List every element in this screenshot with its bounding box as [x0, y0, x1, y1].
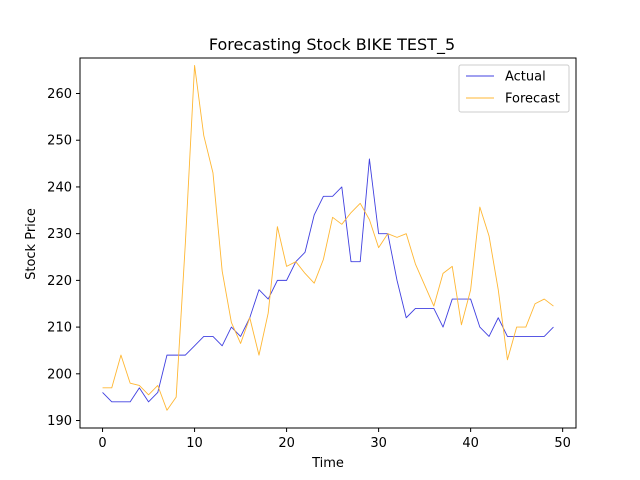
legend-label-actual: Actual	[505, 70, 546, 85]
series-layer	[102, 65, 554, 411]
y-axis-ticks: 190 200 210 220 230 240 250 260	[47, 87, 80, 429]
plot-area	[79, 57, 577, 429]
legend-box	[458, 64, 570, 113]
legend-label-forecast: Forecast	[505, 92, 560, 107]
y-tick-label: 230	[47, 227, 72, 242]
y-tick-label: 220	[47, 274, 72, 289]
x-tick-label: 0	[98, 436, 106, 451]
y-tick-label: 210	[47, 321, 72, 336]
y-tick-label: 250	[47, 134, 72, 149]
x-tick-label: 30	[370, 436, 387, 451]
x-tick-label: 40	[462, 436, 479, 451]
x-tick-label: 20	[278, 436, 295, 451]
x-tick-label: 50	[554, 436, 571, 451]
y-tick-label: 200	[47, 367, 72, 382]
y-tick-label: 190	[47, 414, 72, 429]
chart-title: Forecasting Stock BIKE TEST_5	[209, 35, 455, 55]
x-axis-ticks: 0 10 20 30 40 50	[98, 428, 571, 451]
x-tick-label: 10	[186, 436, 203, 451]
y-tick-label: 260	[47, 87, 72, 102]
series-line-forecast	[102, 65, 554, 411]
plot-frame	[79, 57, 577, 429]
y-axis-label: Stock Price	[24, 208, 39, 280]
x-axis-label: Time	[311, 456, 344, 471]
legend: Actual Forecast	[458, 64, 570, 113]
series-line-actual	[102, 158, 554, 403]
y-tick-label: 240	[47, 180, 72, 195]
